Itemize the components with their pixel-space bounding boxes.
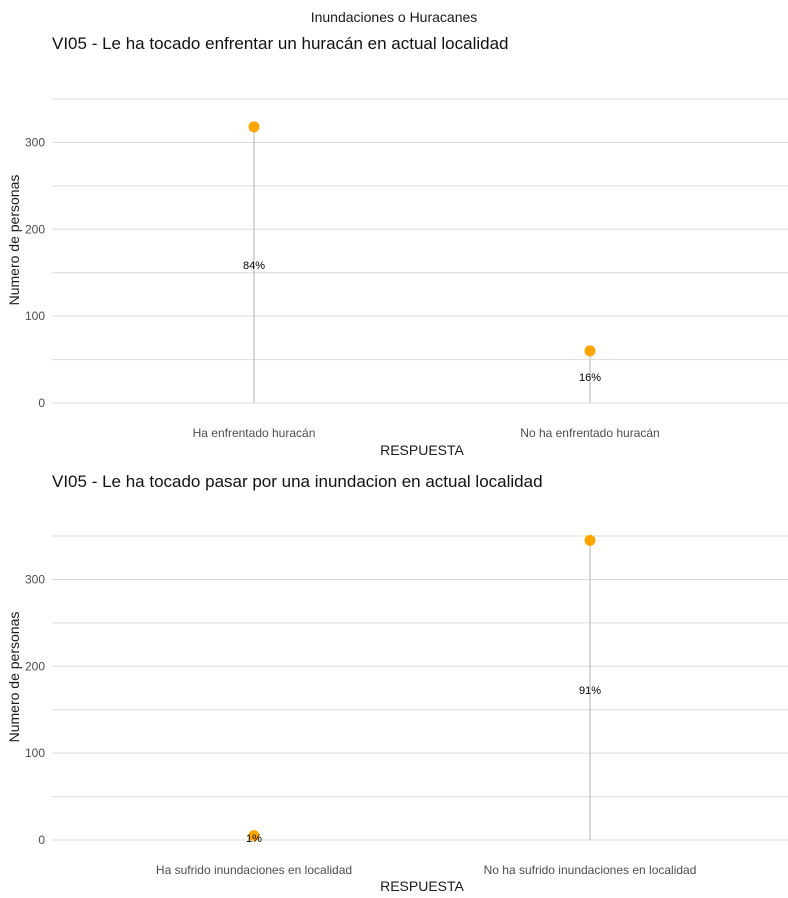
panel-2-marks: 1% 91% xyxy=(246,534,601,845)
panel-2-y-ticks: 0 100 200 300 xyxy=(25,572,45,847)
x-tick-label: No ha enfrentado huracán xyxy=(520,426,659,440)
panel-1: VI05 - Le ha tocado enfrentar un huracán… xyxy=(6,34,788,458)
figure-title: Inundaciones o Huracanes xyxy=(310,9,478,25)
lollipop-point xyxy=(584,345,596,357)
y-tick-label: 200 xyxy=(25,222,45,236)
x-tick-label: Ha sufrido inundaciones en localidad xyxy=(156,863,352,877)
panel-1-y-axis-label: Numero de personas xyxy=(6,175,22,306)
y-tick-label: 0 xyxy=(38,396,45,410)
panel-1-x-axis-label: RESPUESTA xyxy=(380,442,464,458)
y-tick-label: 100 xyxy=(25,309,45,323)
y-tick-label: 300 xyxy=(25,572,45,586)
panel-1-gridlines xyxy=(52,98,788,404)
data-label: 84% xyxy=(243,260,265,272)
data-label: 16% xyxy=(579,372,601,384)
lollipop-point xyxy=(584,534,596,546)
panel-1-y-ticks: 0 100 200 300 xyxy=(25,135,45,410)
y-tick-label: 100 xyxy=(25,746,45,760)
data-label: 1% xyxy=(246,833,262,845)
lollipop-point xyxy=(248,830,260,842)
x-tick-label: No ha sufrido inundaciones en localidad xyxy=(484,863,697,877)
x-tick-label: Ha enfrentado huracán xyxy=(193,426,316,440)
panel-1-title: VI05 - Le ha tocado enfrentar un huracán… xyxy=(52,34,509,53)
y-tick-label: 200 xyxy=(25,659,45,673)
data-label: 91% xyxy=(579,685,601,697)
panel-2-gridlines xyxy=(52,535,788,841)
panel-2-x-ticks: Ha sufrido inundaciones en localidad No h… xyxy=(156,863,696,877)
panel-2: VI05 - Le ha tocado pasar por una inunda… xyxy=(6,472,788,894)
panel-2-title: VI05 - Le ha tocado pasar por una inunda… xyxy=(52,472,543,491)
y-tick-label: 0 xyxy=(38,833,45,847)
panel-1-marks: 84% 16% xyxy=(243,121,601,403)
panel-1-x-ticks: Ha enfrentado huracán No ha enfrentado hu… xyxy=(193,426,660,440)
lollipop-point xyxy=(248,121,260,133)
y-tick-label: 300 xyxy=(25,135,45,149)
panel-2-y-axis-label: Numero de personas xyxy=(6,612,22,743)
panel-2-x-axis-label: RESPUESTA xyxy=(380,878,464,894)
